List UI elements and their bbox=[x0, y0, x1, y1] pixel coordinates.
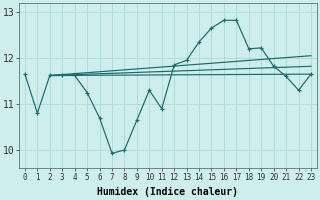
X-axis label: Humidex (Indice chaleur): Humidex (Indice chaleur) bbox=[98, 187, 238, 197]
